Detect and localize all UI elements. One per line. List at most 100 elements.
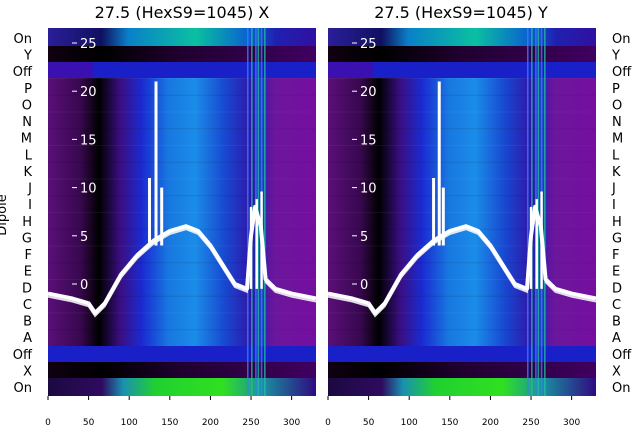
- row-stripe: [328, 178, 596, 180]
- band-right-edge: [267, 78, 316, 346]
- row-stripe: [48, 312, 316, 314]
- x-tick-labels-left: 0 50 100 150 200 250 300: [45, 396, 300, 428]
- heatmap-right: [328, 28, 596, 396]
- x-tick-label: 250: [522, 418, 539, 428]
- band-off-bottom: [48, 346, 316, 362]
- y-axis-label: Dipole: [0, 194, 10, 235]
- series-right: [327, 81, 597, 318]
- row-label: F: [612, 248, 619, 263]
- row-stripe: [328, 245, 596, 247]
- row-label: N: [612, 115, 622, 130]
- x-tick-label: 150: [161, 418, 178, 428]
- band-off-top: [328, 62, 596, 78]
- row-label: G: [22, 231, 32, 246]
- row-label: M: [21, 132, 32, 147]
- row-label: O: [612, 98, 622, 113]
- row-label: E: [24, 265, 32, 280]
- row-label: X: [23, 364, 32, 379]
- streak: [526, 28, 529, 396]
- row-label: A: [612, 331, 621, 346]
- row-label: E: [612, 265, 620, 280]
- row-label: N: [22, 115, 32, 130]
- band-x: [328, 362, 596, 378]
- row-label: C: [612, 298, 621, 313]
- series-line-shadow: [47, 209, 317, 318]
- row-label: B: [612, 315, 621, 330]
- band-x: [48, 362, 316, 378]
- band-off-bottom: [328, 346, 596, 362]
- x-tick-label: 100: [401, 418, 418, 428]
- row-stripe: [48, 178, 316, 180]
- heatmap-left: [48, 28, 316, 396]
- x-tick-label: 250: [242, 418, 259, 428]
- row-label: X: [612, 364, 621, 379]
- x-tick-label: 300: [563, 418, 580, 428]
- band-on-top: [328, 28, 596, 46]
- row-stripe: [328, 212, 596, 213]
- row-label: H: [22, 215, 32, 230]
- x-tick-label: 100: [121, 418, 138, 428]
- row-stripe: [48, 329, 316, 331]
- row-label: J: [611, 182, 616, 197]
- row-label: Off: [612, 65, 632, 80]
- row-stripe: [328, 195, 596, 197]
- row-label: K: [23, 165, 32, 180]
- band-main: [48, 78, 316, 346]
- y-tick-labels-left: 0 5 10 15 20 25: [72, 37, 97, 293]
- row-stripe: [328, 262, 596, 264]
- row-label: Y: [611, 49, 620, 64]
- band-off-top-left: [328, 62, 373, 78]
- panel-left-title: 27.5 (HexS9=1045) X: [95, 3, 270, 22]
- row-stripe: [48, 94, 316, 96]
- y-tick-label: 10: [80, 182, 97, 197]
- row-stripe: [328, 312, 596, 314]
- row-label: C: [23, 298, 32, 313]
- panel-right-title: 27.5 (HexS9=1045) Y: [374, 3, 548, 22]
- y-tick-label: 0: [80, 278, 88, 293]
- band-y: [48, 46, 316, 62]
- row-label: A: [23, 331, 32, 346]
- row-label: On: [612, 381, 630, 396]
- row-stripe: [48, 195, 316, 197]
- row-stripe: [48, 145, 316, 146]
- row-label: Off: [13, 65, 33, 80]
- x-tick-label: 300: [283, 418, 300, 428]
- row-label: I: [28, 198, 32, 213]
- row-label: O: [22, 98, 32, 113]
- row-stripe: [328, 161, 596, 163]
- row-stripe: [48, 262, 316, 264]
- row-label: F: [25, 248, 32, 263]
- streak: [246, 28, 249, 396]
- y-tick-label: 10: [360, 182, 377, 197]
- row-stripe: [48, 128, 316, 130]
- streak: [544, 28, 546, 396]
- series-left: [47, 81, 317, 318]
- y-tick-label: 5: [80, 230, 88, 245]
- row-stripe: [328, 145, 596, 146]
- row-label: I: [612, 198, 616, 213]
- row-label: L: [612, 148, 620, 163]
- band-main: [328, 78, 596, 346]
- band-on-bottom: [48, 378, 316, 396]
- row-label: P: [612, 82, 620, 97]
- band-on-bottom: [328, 378, 596, 396]
- x-tick-label: 0: [325, 418, 331, 428]
- row-label: D: [612, 281, 622, 296]
- row-label: M: [612, 132, 623, 147]
- row-stripe: [328, 128, 596, 130]
- row-stripe: [48, 279, 316, 280]
- band-off-top: [48, 62, 316, 78]
- row-stripe: [328, 111, 596, 113]
- series-line-shadow: [327, 209, 597, 318]
- y-tick-labels-right: 0 5 10 15 20 25: [352, 37, 377, 293]
- row-stripe: [48, 111, 316, 113]
- y-tick-label: 25: [360, 37, 377, 52]
- row-label: Y: [23, 49, 32, 64]
- row-label: On: [14, 381, 32, 396]
- x-tick-label: 200: [202, 418, 219, 428]
- row-label: B: [23, 315, 32, 330]
- row-stripe: [48, 161, 316, 163]
- panel-left: 27.5 (HexS9=1045) X 0 5 10 15 20 25 0 50 100 150…: [0, 3, 317, 428]
- row-stripe: [48, 295, 316, 297]
